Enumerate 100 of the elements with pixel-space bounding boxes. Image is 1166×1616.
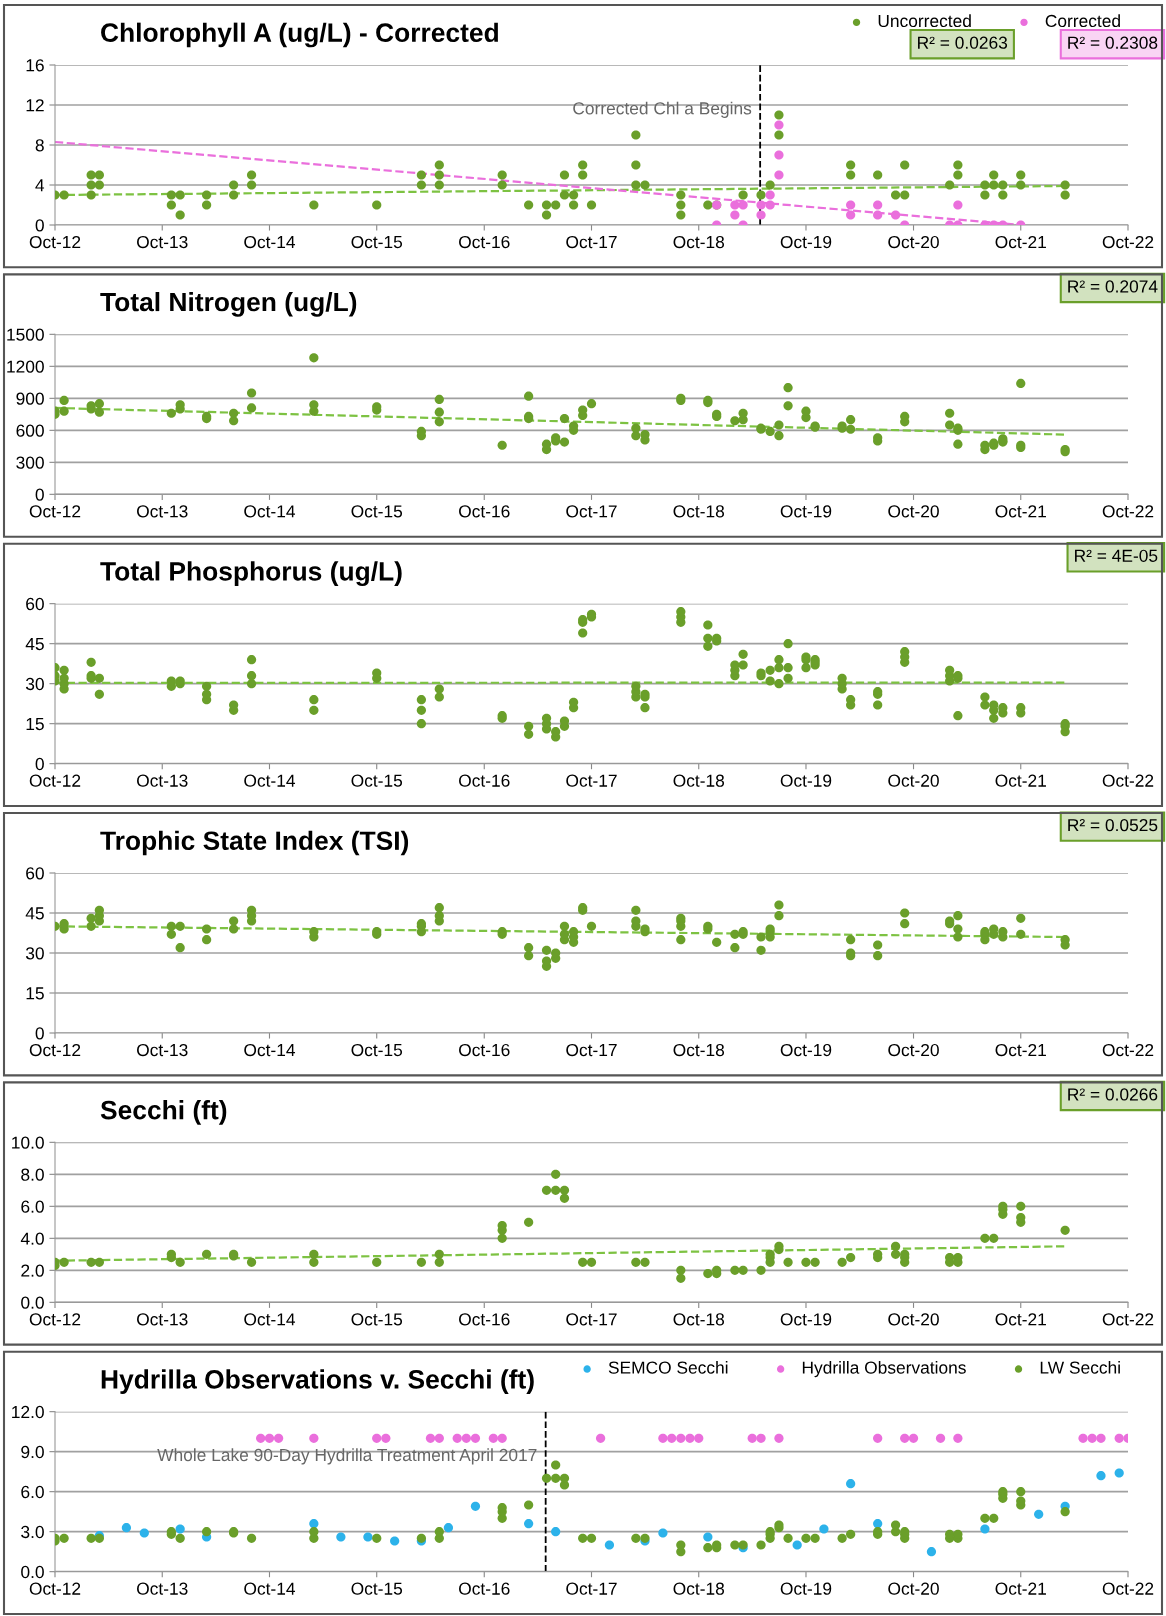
y-tick-label: 3.0	[21, 1525, 44, 1539]
x-tick-label: Oct-18	[673, 235, 725, 249]
text: R² = 0.2074	[1068, 280, 1158, 293]
x-tick-label: Oct-18	[673, 505, 725, 518]
point	[774, 170, 784, 180]
point	[676, 1433, 686, 1443]
y-tick-label: 8.0	[21, 1168, 44, 1181]
point	[309, 1519, 319, 1529]
y-tick-label: 6.0	[21, 1200, 44, 1213]
y-tick-label: 45	[25, 638, 44, 651]
point	[703, 1532, 713, 1542]
point	[596, 1433, 606, 1443]
legend-label: Hydrilla Observations	[802, 1361, 966, 1378]
chart-title: Hydrilla Observations v. Secchi (ft)	[101, 1369, 534, 1394]
point	[524, 1519, 534, 1529]
point	[980, 1524, 990, 1534]
y-tick-label: 1200	[7, 360, 44, 373]
x-tick-label: Oct-13	[137, 505, 188, 518]
x-tick-label: Oct-22	[1102, 774, 1154, 787]
point	[658, 1528, 668, 1538]
y-tick-label: 30	[25, 677, 44, 691]
point	[1096, 1433, 1106, 1443]
point	[756, 200, 766, 210]
point	[121, 1523, 131, 1533]
x-tick-label: Oct-22	[1102, 505, 1154, 518]
x-tick-label: Oct-12	[29, 1313, 81, 1326]
x-tick-label: Oct-19	[780, 1043, 832, 1057]
text: R² = 0.0263	[918, 36, 1008, 49]
point	[551, 1527, 561, 1537]
y-tick-label: 8	[35, 139, 44, 152]
point	[792, 1540, 802, 1550]
x-tick-label: Oct-21	[995, 1313, 1046, 1326]
point	[873, 200, 883, 210]
point	[935, 1433, 946, 1443]
y-tick-label: 30	[25, 947, 44, 960]
x-tick-label: Oct-12	[29, 774, 81, 787]
x-tick-label: Oct-21	[995, 505, 1046, 518]
point	[846, 1479, 856, 1489]
point	[738, 200, 748, 210]
point	[730, 210, 740, 220]
point	[175, 1524, 185, 1534]
x-tick-label: Oct-19	[780, 235, 832, 249]
x-tick-label: Oct-17	[566, 235, 617, 249]
x-tick-label: Oct-15	[351, 505, 403, 518]
point	[765, 190, 775, 200]
x-tick-label: Oct-19	[780, 774, 832, 787]
y-tick-label: 10.0	[12, 1136, 44, 1149]
x-tick-label: Oct-13	[137, 1043, 188, 1057]
text: R² = 0.2308	[1068, 36, 1158, 49]
point	[604, 1540, 615, 1550]
x-tick-label: Oct-15	[351, 1313, 403, 1326]
text: R² = 0.0525	[1068, 818, 1158, 832]
x-tick-label: Oct-13	[137, 1582, 188, 1595]
point	[497, 1433, 507, 1443]
point	[470, 1433, 481, 1443]
x-tick-label: Oct-16	[459, 1582, 510, 1595]
point	[953, 1433, 963, 1443]
x-tick-label: Oct-17	[566, 774, 617, 787]
ref-line-label: Whole Lake 90-Day Hydrilla Treatment April 2017	[157, 1448, 537, 1465]
chart-title: Secchi (ft)	[100, 1100, 227, 1125]
x-tick-label: Oct-20	[888, 774, 939, 787]
point	[139, 1528, 149, 1538]
x-tick-label: Oct-15	[351, 235, 403, 249]
point	[765, 200, 775, 210]
x-tick-label: Oct-15	[351, 774, 403, 787]
x-tick-label: Oct-13	[137, 1313, 188, 1326]
x-tick-label: Oct-14	[244, 774, 296, 787]
point	[694, 1433, 704, 1443]
point	[461, 1433, 471, 1443]
y-tick-label: 600	[16, 424, 44, 437]
x-tick-label: Oct-15	[351, 1582, 403, 1595]
point	[443, 1523, 454, 1533]
point	[953, 200, 963, 210]
chart-title: Chlorophyll A (ug/L) - Corrected	[101, 22, 498, 48]
x-tick-label: Oct-21	[995, 1043, 1046, 1057]
point	[658, 1433, 668, 1443]
point	[873, 1519, 883, 1529]
y-tick-label: 0	[35, 488, 44, 501]
point	[363, 1532, 373, 1542]
x-tick-label: Oct-21	[995, 1582, 1046, 1595]
x-tick-label: Oct-18	[673, 1582, 725, 1595]
x-tick-label: Oct-20	[888, 1582, 939, 1595]
chart-title: Total Nitrogen (ug/L)	[100, 291, 357, 317]
point	[756, 210, 766, 220]
x-tick-label: Oct-17	[566, 505, 617, 518]
y-tick-label: 15	[26, 718, 44, 731]
point	[390, 1536, 400, 1546]
x-tick-label: Oct-16	[459, 235, 510, 249]
point	[425, 1433, 436, 1443]
point	[819, 1524, 829, 1534]
x-tick-label: Oct-18	[673, 774, 725, 787]
x-tick-label: Oct-12	[29, 1043, 81, 1057]
x-tick-label: Oct-14	[244, 1043, 296, 1057]
point	[685, 1433, 695, 1443]
x-tick-label: Oct-14	[244, 235, 296, 249]
x-tick-label: Oct-18	[673, 1313, 725, 1326]
x-tick-label: Oct-21	[995, 235, 1046, 249]
x-tick-label: Oct-16	[459, 505, 510, 518]
point	[900, 1433, 910, 1443]
y-tick-label: 4	[35, 179, 45, 192]
